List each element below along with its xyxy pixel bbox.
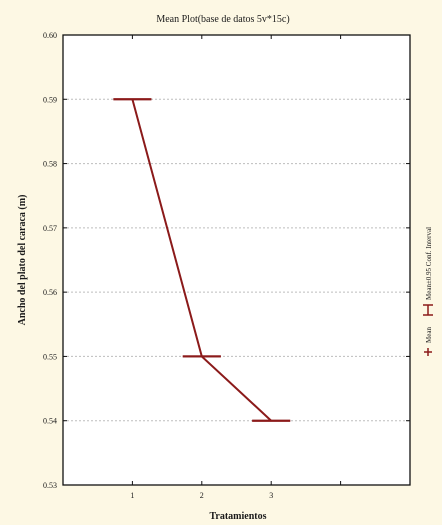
x-tick-label: 3 (269, 491, 273, 500)
legend: Mean Mean±0.95 Conf. Interval (423, 227, 433, 356)
x-axis-label: Tratamientos (209, 511, 266, 522)
y-tick-label: 0.55 (43, 352, 57, 361)
y-axis-label: Ancho del plato del caraca (m) (17, 195, 28, 326)
y-tick-label: 0.59 (43, 95, 57, 104)
gridlines (63, 98, 410, 422)
x-axis: 1 2 3 (130, 35, 342, 500)
x-tick-label: 1 (130, 491, 134, 500)
legend-ci-label: Mean±0.95 Conf. Interval (425, 227, 433, 300)
x-tick-label: 2 (200, 491, 204, 500)
y-tick-label: 0.58 (43, 160, 57, 169)
y-tick-label: 0.57 (43, 224, 57, 233)
y-tick-label: 0.53 (43, 481, 57, 490)
plot-frame (62, 34, 411, 486)
y-tick-label: 0.54 (43, 417, 57, 426)
y-tick-label: 0.60 (43, 31, 57, 40)
y-axis: 0.53 0.54 0.55 0.56 0.57 0.58 0.59 0.60 (43, 31, 410, 490)
series-group (113, 98, 291, 422)
y-tick-label: 0.56 (43, 288, 57, 297)
plot-area (63, 35, 410, 485)
chart-title: Mean Plot(base de datos 5v*15c) (156, 14, 289, 25)
legend-mean-label: Mean (425, 327, 433, 343)
